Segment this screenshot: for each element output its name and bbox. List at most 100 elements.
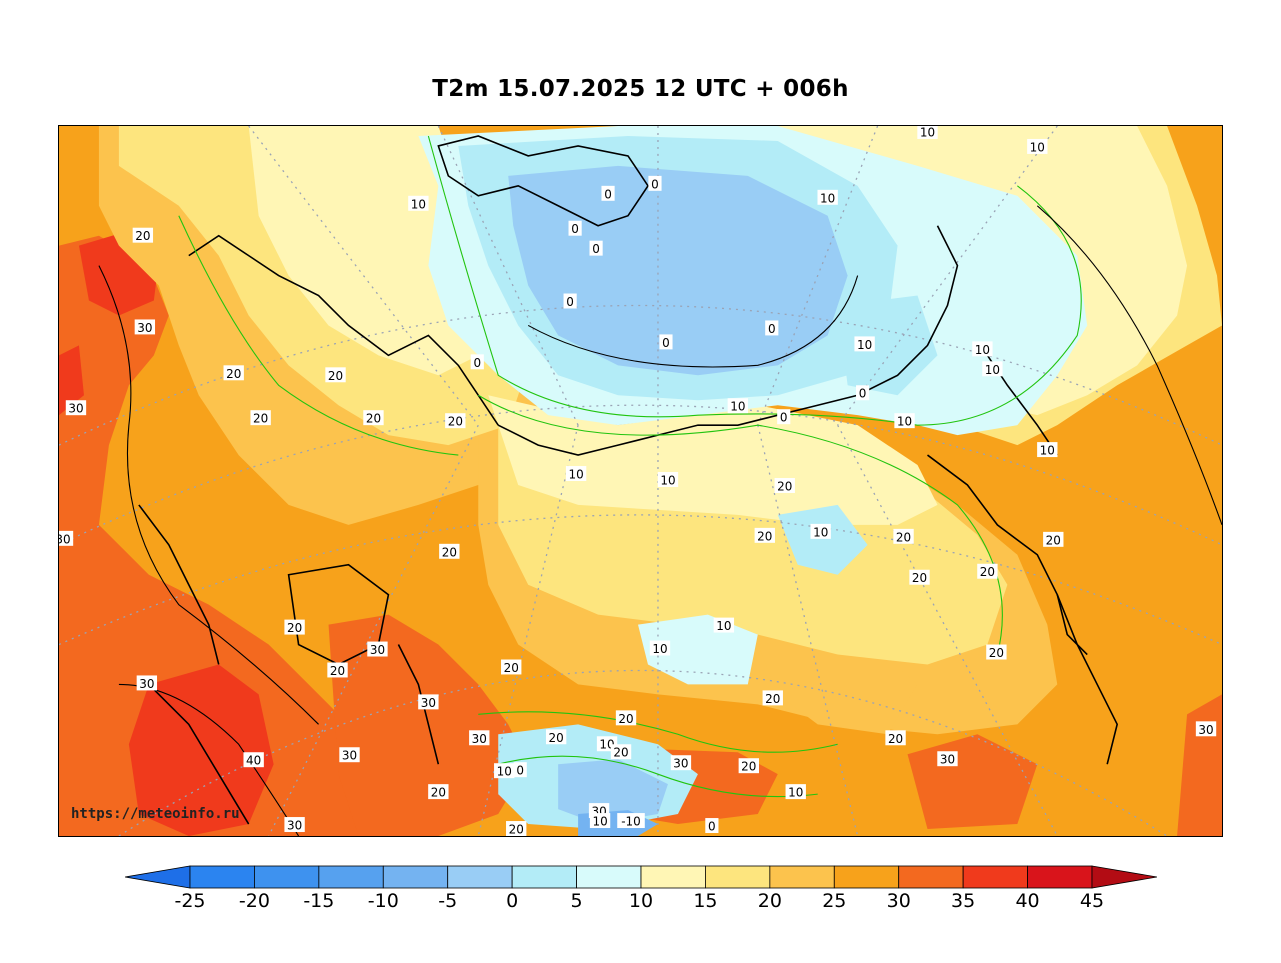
colorbar-segment <box>769 865 835 889</box>
colorbar-segment <box>318 865 384 889</box>
contour-label-box <box>762 690 783 706</box>
band-15-north-siberia <box>488 395 938 525</box>
contour-label-box <box>738 758 759 774</box>
contour-label-box <box>132 227 154 243</box>
contour-label: 10 <box>497 765 512 779</box>
contour-label-box <box>854 336 875 352</box>
contour-label-box <box>284 619 305 635</box>
contour-label: 0 <box>859 387 867 401</box>
contour-label: 20 <box>618 712 633 726</box>
contour-label: 20 <box>613 746 628 760</box>
contour-label: 0 <box>516 764 524 778</box>
contour-label-box <box>610 744 632 760</box>
contour-label-box <box>325 367 346 383</box>
colorbar-segment <box>189 865 255 889</box>
contour-label-box <box>470 354 484 370</box>
map-panel: 20 30 30 20 20 20 20 20 10 0 0 0 0 0 0 0 0 10 10 10 10 10 10 0 1… <box>58 125 1223 837</box>
colorbar-segment <box>447 865 513 889</box>
contour-label: 0 <box>571 222 579 236</box>
colorbar-segment <box>511 865 577 889</box>
contour-label-box <box>408 195 429 211</box>
contour-label-box <box>659 334 673 350</box>
contour-label: 30 <box>59 532 71 546</box>
contour-label: 10 <box>820 191 835 205</box>
contour-label-box <box>506 821 527 836</box>
contour-label: 0 <box>604 187 612 201</box>
contour-label-box <box>339 747 360 763</box>
colorbar-under-arrow <box>125 865 191 889</box>
contour-label: 10 <box>788 786 803 800</box>
band-15-arctic-rim <box>248 126 489 376</box>
contour-label: 0 <box>473 356 481 370</box>
contour-label: 10 <box>985 363 1000 377</box>
contour-label-box <box>513 762 527 778</box>
contour-label-box <box>810 523 831 539</box>
contour-label-box <box>445 413 466 429</box>
contour-label: 10 <box>652 642 667 656</box>
contour-label: 10 <box>1040 444 1055 458</box>
contour-label-box <box>568 220 582 236</box>
colorbar-segment <box>640 865 706 889</box>
contour-label-box <box>649 640 671 656</box>
contour-label: 10 <box>857 338 872 352</box>
contour-label: 30 <box>940 753 955 767</box>
colorbar-tick-label: 10 <box>628 890 654 912</box>
contour-label: 10 <box>660 473 675 487</box>
contour-label-box <box>439 543 460 559</box>
contour-label: 10 <box>730 400 745 414</box>
contour-label: 20 <box>765 692 780 706</box>
contour-label-box <box>418 694 439 710</box>
contour-label: 10 <box>411 197 426 211</box>
contour-label-box <box>601 185 615 201</box>
colorbar-segment <box>833 865 900 889</box>
contour-label-box <box>909 569 930 585</box>
colorbar-tick-label: 45 <box>1079 890 1105 912</box>
contour-label: 0 <box>708 820 716 834</box>
contour-label: 20 <box>226 367 241 381</box>
contour-label: 10 <box>813 525 828 539</box>
contour-label-box <box>545 729 567 745</box>
contour-label-box <box>765 320 779 336</box>
contour-label: 30 <box>370 643 385 657</box>
contour-label: 0 <box>780 411 788 425</box>
colorbar-tick-label: 15 <box>693 890 718 912</box>
contour-label-box <box>501 659 522 675</box>
very-hot-core-arabia <box>128 664 274 836</box>
contour-label: 20 <box>509 823 524 836</box>
colorbar-tick-label: 5 <box>570 890 583 912</box>
contour-label-box <box>494 763 515 779</box>
contour-label: 20 <box>431 786 446 800</box>
colorbar-segment <box>962 865 1028 889</box>
contour-label: -10 <box>621 815 641 829</box>
contour-label-box <box>1037 442 1058 458</box>
cool-patch-stanovoy <box>777 504 868 575</box>
contour-label-box <box>134 319 156 335</box>
contour-label-box <box>937 751 958 767</box>
contour-label-box <box>817 189 838 205</box>
very-hot-core-west <box>59 345 84 416</box>
colorbar-tick-label: 30 <box>886 890 911 912</box>
contour-label: 10 <box>568 468 583 482</box>
contour-label-box <box>327 662 348 678</box>
contour-label: 20 <box>448 415 463 429</box>
contour-label: 30 <box>1198 723 1213 737</box>
colorbar-segment <box>898 865 964 889</box>
colorbar-tick-label: -5 <box>438 890 458 912</box>
contour-label-box <box>893 528 914 544</box>
cold-patch-tibet-core <box>558 759 668 825</box>
contour-label-box <box>284 817 305 833</box>
colorbar-segment <box>576 865 642 889</box>
contour-label-box <box>986 644 1007 660</box>
chart-title: T2m 15.07.2025 12 UTC + 006h <box>432 76 849 102</box>
contour-label-box <box>243 752 264 768</box>
contour-label-box <box>785 784 806 800</box>
contour-label-box <box>136 675 158 691</box>
colorbar-segment <box>382 865 449 889</box>
contour-label-box <box>917 126 938 139</box>
contour-label: 20 <box>777 479 792 493</box>
colorbar-tick-label: 20 <box>757 890 782 912</box>
colorbar-over-arrow <box>1091 865 1157 889</box>
contour-label: 20 <box>989 646 1004 660</box>
contour-label-box <box>894 413 915 429</box>
